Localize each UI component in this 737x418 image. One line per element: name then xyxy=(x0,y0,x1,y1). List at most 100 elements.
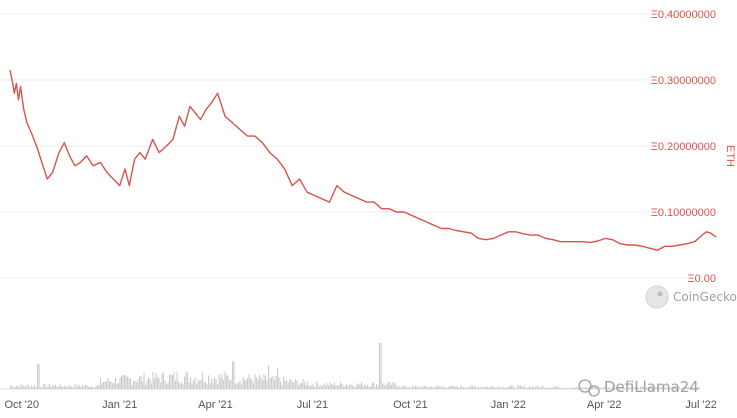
volume-bar xyxy=(355,386,357,389)
volume-bar xyxy=(505,387,507,389)
volume-bar xyxy=(278,377,280,389)
volume-bar xyxy=(455,385,457,389)
volume-bar xyxy=(628,387,630,389)
volume-bar xyxy=(643,386,645,389)
volume-bar xyxy=(323,383,325,389)
volume-bar xyxy=(176,372,178,389)
volume-bar xyxy=(532,386,534,389)
volume-bar xyxy=(568,388,570,389)
volume-bar xyxy=(77,384,79,389)
volume-bar xyxy=(119,377,121,389)
volume-bar xyxy=(290,379,292,389)
volume-bar xyxy=(688,387,690,389)
volume-bar xyxy=(335,386,337,389)
volume-bar xyxy=(559,387,561,389)
volume-bar xyxy=(575,386,577,389)
volume-bar xyxy=(56,386,58,389)
volume-bar xyxy=(319,386,321,389)
volume-bar xyxy=(581,387,583,389)
volume-bar xyxy=(503,387,505,389)
volume-bar xyxy=(331,383,333,389)
volume-bar xyxy=(71,386,73,389)
volume-bar xyxy=(431,386,433,389)
volume-bar xyxy=(664,387,666,389)
volume-bar xyxy=(427,387,429,389)
volume-bar xyxy=(173,372,175,389)
volume-bar xyxy=(149,379,151,389)
volume-bar xyxy=(91,385,93,389)
volume-bar xyxy=(341,384,343,389)
volume-bar xyxy=(301,382,303,389)
volume-bar xyxy=(241,384,243,389)
volume-bar xyxy=(37,363,39,389)
volume-bar xyxy=(110,381,112,389)
volume-bar xyxy=(397,386,399,389)
volume-bar xyxy=(631,388,633,389)
volume-bar xyxy=(607,387,609,389)
volume-bar xyxy=(329,382,331,389)
volume-bar xyxy=(494,387,496,389)
volume-bar xyxy=(695,388,697,389)
volume-bar xyxy=(506,387,508,389)
volume-bar xyxy=(461,387,463,389)
volume-bar xyxy=(451,385,453,389)
volume-bar xyxy=(389,381,391,389)
volume-bar xyxy=(223,379,225,389)
volume-bar xyxy=(208,375,210,389)
volume-bar xyxy=(184,376,186,389)
volume-bar xyxy=(614,388,616,389)
volume-bar xyxy=(35,387,37,389)
volume-bar xyxy=(491,386,493,389)
volume-bar xyxy=(313,385,315,389)
volume-bar xyxy=(101,383,103,389)
volume-bar xyxy=(133,381,135,389)
volume-bar xyxy=(433,387,435,389)
volume-bar xyxy=(310,386,312,389)
volume-bar xyxy=(263,374,265,389)
volume-bar xyxy=(442,386,444,389)
volume-bar xyxy=(19,387,21,389)
volume-bar xyxy=(85,384,87,389)
volume-bar xyxy=(517,385,519,389)
volume-bar xyxy=(235,383,237,389)
volume-bar xyxy=(487,386,489,389)
volume-bar xyxy=(283,376,285,389)
volume-bar xyxy=(644,387,646,389)
volume-bar xyxy=(623,387,625,389)
volume-bar xyxy=(550,387,552,389)
volume-bar xyxy=(28,385,30,389)
volume-bar xyxy=(160,382,162,389)
volume-bar xyxy=(220,378,222,389)
volume-bar xyxy=(674,387,676,389)
volume-bar xyxy=(104,381,106,389)
volume-bar xyxy=(188,382,190,389)
volume-bar xyxy=(250,378,252,389)
x-tick-label: Oct '21 xyxy=(393,399,428,411)
volume-bar xyxy=(205,381,207,389)
volume-bar xyxy=(191,383,193,389)
y-tick-label: Ξ0.00 xyxy=(687,273,716,285)
volume-bar xyxy=(382,383,384,389)
volume-bar xyxy=(436,385,438,389)
y-tick-label: Ξ0.10000000 xyxy=(651,207,716,219)
volume-bar xyxy=(65,386,67,389)
volume-bar xyxy=(236,383,238,389)
volume-bar xyxy=(608,386,610,389)
volume-bar xyxy=(595,387,597,389)
volume-bar xyxy=(44,383,46,389)
volume-bar xyxy=(289,379,291,389)
volume-bar xyxy=(422,386,424,389)
volume-bar xyxy=(391,385,393,389)
volume-bar xyxy=(536,385,538,389)
volume-bar xyxy=(409,387,411,389)
volume-bar xyxy=(395,384,397,389)
volume-bar xyxy=(470,385,472,389)
volume-bar xyxy=(163,372,165,389)
volume-bar xyxy=(574,387,576,389)
volume-bar xyxy=(529,386,531,389)
volume-bar xyxy=(334,382,336,389)
volume-bar xyxy=(407,387,409,389)
volume-bar xyxy=(629,387,631,389)
volume-bar xyxy=(80,386,82,389)
volume-bar xyxy=(437,386,439,389)
